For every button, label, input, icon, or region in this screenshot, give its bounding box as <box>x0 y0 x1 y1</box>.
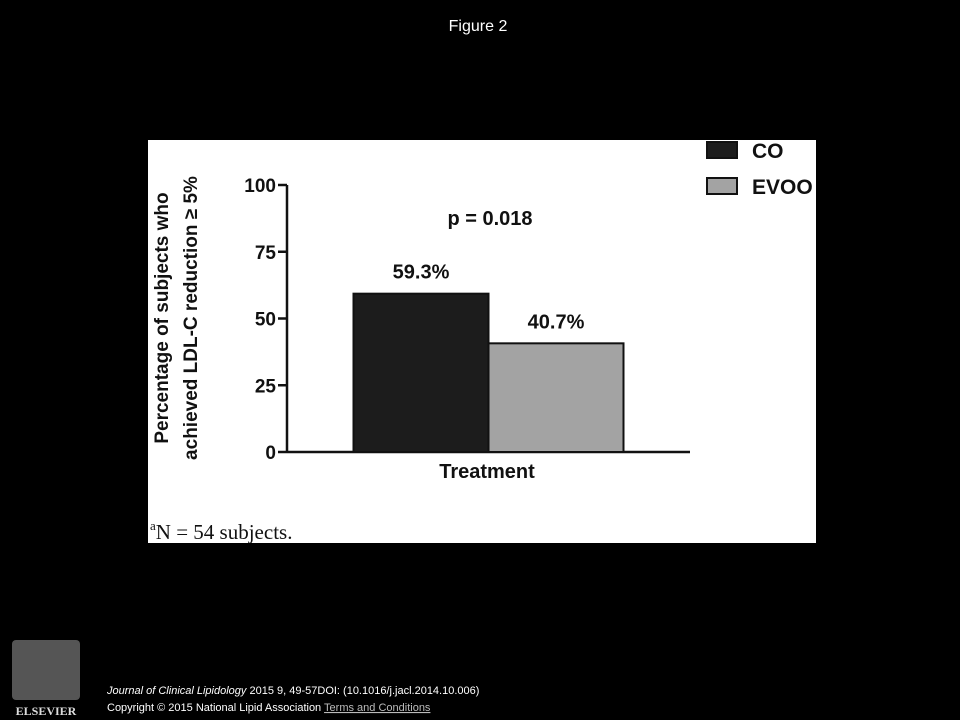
annotation: p = 0.018 <box>447 208 532 230</box>
logo-text: ELSEVIER <box>16 704 77 718</box>
copyright-line: Copyright © 2015 National Lipid Associat… <box>107 702 431 714</box>
bar <box>352 292 490 453</box>
logo-tree <box>12 640 80 700</box>
y-axis-label: Percentage of subjects who <box>152 192 173 443</box>
legend-label: EVOO <box>752 176 813 199</box>
footnote-text: N = 54 subjects. <box>156 520 293 544</box>
y-tick-label: 50 <box>255 310 276 331</box>
bar <box>487 342 625 453</box>
copyright: Copyright © 2015 National Lipid Associat… <box>107 702 324 714</box>
footnote: aN = 54 subjects. <box>150 518 292 544</box>
y-tick-label: 100 <box>244 176 276 197</box>
citation: Journal of Clinical Lipidology 2015 9, 4… <box>106 685 479 697</box>
y-tick-label: 0 <box>265 443 276 464</box>
footnote-marker: a <box>150 518 156 533</box>
publisher-logo: ELSEVIER <box>12 640 80 718</box>
data-label: 40.7% <box>528 311 585 333</box>
legend-label: CO <box>752 140 784 163</box>
y-tick-label: 25 <box>255 376 277 397</box>
legend-swatch <box>706 177 738 195</box>
data-label: 59.3% <box>393 262 450 284</box>
terms-link[interactable]: Terms and Conditions <box>324 702 431 714</box>
y-axis-label: achieved LDL-C reduction ≥ 5% <box>181 176 202 460</box>
chart-panel: 0 25 50 75 100 Percentage of subjects who achi… <box>148 140 816 544</box>
legend-swatch <box>706 141 738 159</box>
x-axis-label: Treatment <box>439 461 535 483</box>
figure-title: Figure 2 <box>449 18 508 35</box>
citation-text: 2015 9, 49-57DOI: (10.1016/j.jacl.2014.1… <box>246 685 479 697</box>
y-tick-label: 75 <box>255 243 277 264</box>
journal: Journal of Clinical Lipidology <box>106 685 248 697</box>
